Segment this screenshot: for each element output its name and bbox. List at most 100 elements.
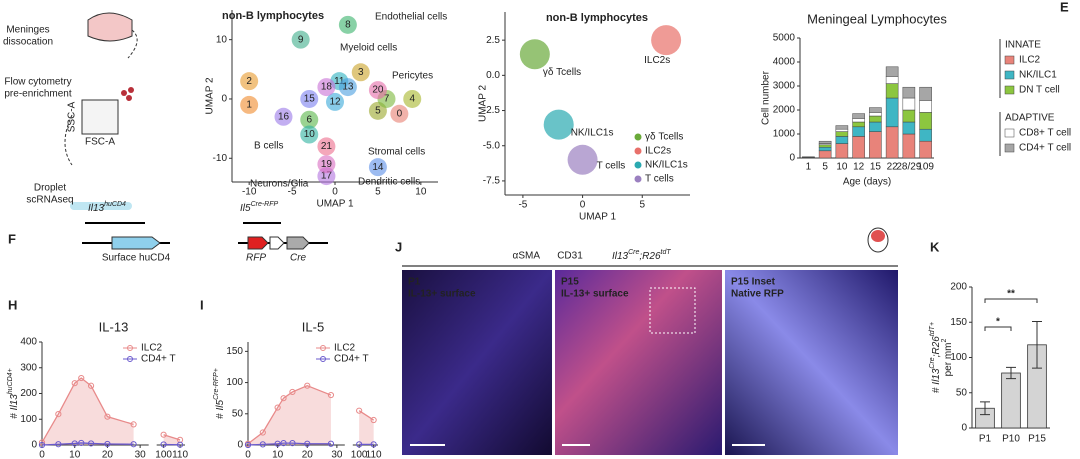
gate-axis: FSC-A bbox=[85, 137, 115, 148]
legend-swatch bbox=[127, 356, 133, 362]
droplet-icon bbox=[70, 202, 132, 210]
error-bar bbox=[1032, 321, 1042, 369]
y-tick-label: -7.5 bbox=[483, 176, 501, 187]
cluster-label: 19 bbox=[321, 159, 333, 170]
cluster bbox=[368, 158, 387, 177]
y-axis-label: # Il13huCD4+ bbox=[7, 368, 19, 418]
y-axis-label-part: Il13 bbox=[931, 368, 942, 385]
annotation: Neurons/Glia bbox=[250, 179, 309, 190]
bar-segment bbox=[919, 86, 932, 101]
bar-segment bbox=[885, 97, 899, 128]
stain-label: αSMA bbox=[513, 251, 541, 262]
point bbox=[304, 440, 311, 447]
bar-segment bbox=[852, 113, 865, 119]
chart-title: IL-13 bbox=[99, 319, 129, 334]
cluster-label: 20 bbox=[372, 85, 384, 96]
annotation: Endothelial cells bbox=[375, 12, 447, 23]
x-tick-label: 30 bbox=[331, 450, 343, 459]
bar-segment bbox=[902, 86, 916, 99]
bar-segment bbox=[902, 109, 916, 123]
y-axis-label-part: Cre-RFP+ bbox=[213, 368, 220, 400]
image-label: P1 bbox=[408, 277, 421, 288]
y-tick-label: 0 bbox=[31, 440, 37, 451]
point bbox=[274, 440, 281, 447]
cluster bbox=[543, 109, 574, 140]
legend-swatch bbox=[1004, 143, 1015, 153]
bar-segment bbox=[818, 144, 832, 148]
y-tick-label: -10 bbox=[213, 153, 228, 164]
cluster bbox=[317, 155, 336, 174]
y-tick-label: 400 bbox=[20, 337, 37, 348]
cluster-label: 10 bbox=[304, 129, 316, 140]
cluster-label: 13 bbox=[342, 82, 354, 93]
bar-segment bbox=[835, 125, 849, 130]
point bbox=[289, 388, 296, 396]
reporter-label: Il13Cre;R26tdT bbox=[612, 249, 671, 261]
cluster bbox=[274, 107, 293, 126]
legend-label: NK/ILC1s bbox=[645, 160, 688, 171]
point bbox=[130, 441, 137, 448]
legend-label: NK/ILC1 bbox=[1019, 70, 1057, 81]
image-label: IL-13+ surface bbox=[561, 289, 629, 300]
allele-name-part: Il13 bbox=[88, 203, 105, 214]
chart-title: non-B lymphocytes bbox=[546, 12, 648, 24]
cassette-label: Cre bbox=[290, 253, 307, 264]
gate-plot bbox=[81, 99, 119, 135]
allele-name-part: huCD4 bbox=[104, 201, 126, 208]
point bbox=[38, 441, 46, 449]
cluster-label: 3 bbox=[358, 67, 364, 78]
step-label: Flow cytometry bbox=[4, 77, 71, 88]
annotation: B cells bbox=[254, 141, 283, 152]
y-tick-label: 50 bbox=[956, 387, 968, 398]
allele-name: Il13huCD4 bbox=[88, 201, 126, 213]
legend-swatch bbox=[1004, 128, 1015, 138]
image-label: P15 Inset bbox=[731, 277, 776, 288]
stain-label: CD31 bbox=[557, 251, 583, 262]
annotation: Dendritic cells bbox=[358, 177, 420, 188]
panel-label: K bbox=[930, 239, 940, 254]
cluster-label: 17 bbox=[321, 171, 333, 182]
image-p15 bbox=[555, 270, 722, 455]
cluster-label: ILC2s bbox=[644, 55, 670, 66]
point bbox=[55, 441, 62, 448]
legend-label: ILC2 bbox=[334, 343, 356, 354]
cluster-label: 11 bbox=[334, 76, 345, 87]
allele-name-part: Cre-RFP bbox=[251, 201, 279, 208]
y-axis-label: # Il13Cre;R26tdT+ bbox=[929, 322, 941, 393]
bar-segment bbox=[835, 131, 849, 137]
reporter-label-part: tdT bbox=[661, 249, 672, 256]
error-bar bbox=[1006, 366, 1016, 380]
y-axis-label-part: Il13 bbox=[9, 394, 20, 411]
y-tick-label: 150 bbox=[950, 317, 967, 328]
allele-name: Il5Cre-RFP bbox=[240, 201, 279, 213]
y-tick-label: 0 bbox=[789, 153, 795, 164]
legend-label: ILC2s bbox=[645, 146, 671, 157]
bar-segment bbox=[885, 76, 899, 84]
x-axis-label: Age (days) bbox=[843, 177, 891, 188]
y-tick-label: 200 bbox=[20, 388, 37, 399]
bar-segment bbox=[852, 118, 865, 123]
x-tick-label: 100 bbox=[155, 450, 172, 459]
point bbox=[78, 439, 85, 447]
panel-label: F bbox=[8, 231, 16, 246]
cluster bbox=[368, 81, 387, 100]
step-label: pre-enrichment bbox=[4, 89, 71, 100]
cluster-label: 2 bbox=[246, 76, 252, 87]
y-tick-label: 1000 bbox=[773, 129, 796, 140]
bar-segment bbox=[869, 131, 882, 159]
point bbox=[176, 441, 184, 448]
x-tick-label: 0 bbox=[580, 200, 586, 211]
y-axis-label-part: 2 bbox=[941, 339, 948, 343]
bar-segment bbox=[835, 136, 849, 144]
cassette-label: RFP bbox=[246, 253, 266, 264]
cluster-label: 5 bbox=[375, 105, 381, 116]
y-tick-label: 100 bbox=[20, 414, 37, 425]
x-tick-label: -10 bbox=[242, 187, 257, 198]
x-tick-label: P10 bbox=[1002, 434, 1020, 445]
y-tick-label: 150 bbox=[226, 346, 243, 357]
arrow bbox=[64, 114, 73, 166]
cell-icon bbox=[128, 87, 134, 93]
point bbox=[327, 440, 335, 447]
x-tick-label: 20 bbox=[102, 450, 114, 459]
x-axis-label: UMAP 1 bbox=[316, 199, 353, 210]
